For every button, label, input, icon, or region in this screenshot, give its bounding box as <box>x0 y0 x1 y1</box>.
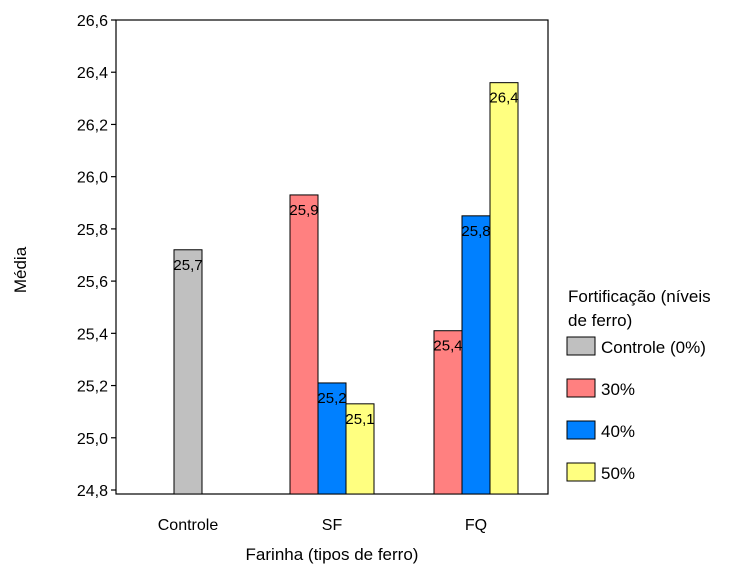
y-axis-title: Média <box>11 246 30 293</box>
x-axis: Controle SF FQ <box>158 517 487 534</box>
legend-label: 30% <box>601 380 635 399</box>
y-tick-label: 26,4 <box>77 65 108 82</box>
bar <box>289 194 319 495</box>
bar-data-label: 25,7 <box>173 257 202 274</box>
y-tick-label: 24,8 <box>77 483 108 500</box>
x-tick-label: Controle <box>158 517 219 534</box>
bar-data-label: 25,8 <box>461 223 490 240</box>
bar-data-label: 25,4 <box>433 338 462 355</box>
y-axis: 24,8 25,0 25,2 25,4 25,6 25,8 26,0 26,2 26,4 26,6 <box>77 13 116 500</box>
bar-data-label: 25,9 <box>289 202 318 219</box>
legend: Fortificação (níveis de ferro) Controle (0… <box>566 287 711 483</box>
bar-data-label: 26,4 <box>489 90 518 107</box>
bar <box>489 82 519 495</box>
bar <box>173 249 203 495</box>
bar <box>433 330 463 495</box>
legend-title: Fortificação (níveis de ferro) <box>568 287 711 330</box>
bar <box>461 215 491 495</box>
x-tick-label: SF <box>322 517 343 534</box>
y-tick-label: 26,6 <box>77 13 108 30</box>
x-tick-label: FQ <box>465 517 487 534</box>
y-tick-label: 25,0 <box>77 431 108 448</box>
legend-label: Controle (0%) <box>601 338 706 357</box>
y-tick-label: 25,8 <box>77 222 108 239</box>
bars-group: 25,7 25,9 25,2 25,1 25,4 25,8 26,4 <box>173 82 519 495</box>
legend-label: 40% <box>601 422 635 441</box>
y-tick-label: 25,6 <box>77 274 108 291</box>
y-tick-label: 25,2 <box>77 379 108 396</box>
legend-swatch <box>566 378 596 398</box>
x-axis-title: Farinha (tipos de ferro) <box>246 545 419 564</box>
bar-data-label: 25,1 <box>345 411 374 428</box>
legend-label: 50% <box>601 464 635 483</box>
y-tick-label: 26,0 <box>77 170 108 187</box>
y-tick-label: 25,4 <box>77 326 108 343</box>
legend-swatch <box>566 336 596 356</box>
bar-data-label: 25,2 <box>317 390 346 407</box>
y-tick-label: 26,2 <box>77 117 108 134</box>
bar <box>317 382 347 495</box>
legend-swatch <box>566 462 596 482</box>
bar <box>345 403 375 495</box>
legend-swatch <box>566 420 596 440</box>
